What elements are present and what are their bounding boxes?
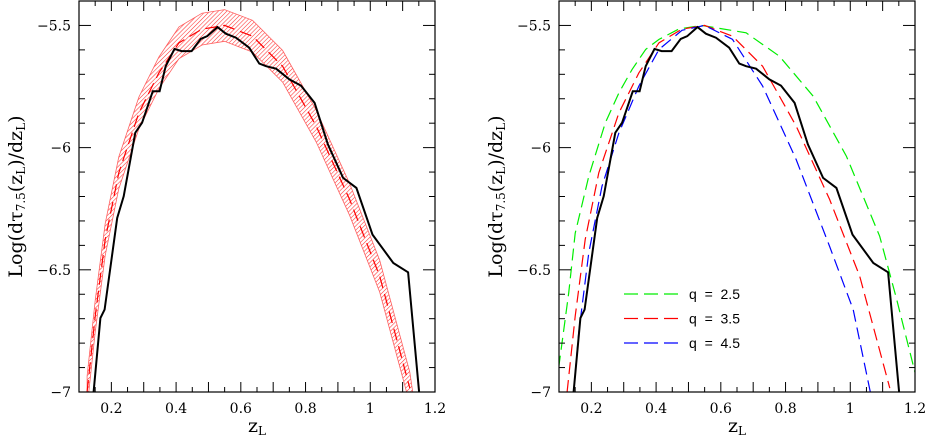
x-axis-label: zL — [728, 415, 746, 438]
y-tick-label: −6 — [530, 141, 551, 157]
subscript: L — [738, 424, 746, 438]
x-tick-label: 0.4 — [645, 401, 667, 417]
right-panel: 0.2 0.4 0.6 0.8 1 1.2−5.5−6−6.5−7zLLog(dτ7.5(… — [485, 0, 926, 438]
y-tick-label: −6.5 — [517, 263, 551, 279]
legend: q = 2.5 q = 3.5 q = 4.5 — [624, 286, 740, 351]
x-tick-label: 1 — [366, 401, 375, 417]
label-part: Log(dτ — [5, 211, 27, 277]
label-part: ) — [485, 115, 507, 122]
legend-label: q = 4.5 — [689, 335, 740, 351]
legend-label: q = 2.5 — [689, 286, 740, 302]
y-tick-label: −6 — [50, 141, 71, 157]
plot-area — [86, 9, 421, 392]
subscript: L — [494, 123, 508, 131]
x-tick-label: 0.4 — [165, 401, 187, 417]
model-line — [86, 24, 411, 392]
subscript: 7.5 — [14, 192, 28, 211]
x-tick-label: 0.8 — [774, 401, 796, 417]
x-tick-label: 1.2 — [904, 401, 926, 417]
subscript: L — [14, 167, 28, 175]
uncertainty-band — [86, 9, 414, 392]
x-tick-label: 0.6 — [710, 401, 732, 417]
y-tick-label: −7 — [50, 385, 71, 401]
model-line — [573, 24, 871, 392]
left-panel: 0.2 0.4 0.6 0.8 1 1.2−5.5−6−6.5−7zLLog(dτ7.5(… — [5, 0, 446, 438]
y-tick-label: −5.5 — [37, 18, 71, 34]
subscript: L — [14, 123, 28, 131]
y-axis-label: Log(dτ7.5(zL)/dzL) — [485, 115, 508, 277]
data-line — [92, 25, 421, 392]
label-part: z — [248, 415, 258, 437]
legend-item: q = 4.5 — [624, 335, 740, 351]
x-tick-label: 1 — [846, 401, 855, 417]
label-part: z — [728, 415, 738, 437]
plot-area — [559, 24, 915, 392]
x-tick-label: 0.8 — [294, 401, 316, 417]
legend-label: q = 3.5 — [689, 311, 740, 327]
x-tick-label: 1.2 — [424, 401, 446, 417]
subscript: L — [258, 424, 266, 438]
y-tick-label: −5.5 — [517, 18, 551, 34]
x-tick-label: 0.2 — [580, 401, 602, 417]
label-part: ) — [5, 115, 27, 122]
y-tick-label: −7 — [530, 385, 551, 401]
data-line — [572, 25, 901, 392]
legend-item: q = 2.5 — [624, 286, 740, 302]
label-part: )/dz — [5, 131, 27, 167]
label-part: (z — [485, 175, 507, 192]
y-axis-label: Log(dτ7.5(zL)/dzL) — [5, 115, 28, 277]
x-axis-label: zL — [248, 415, 266, 438]
subscript: L — [494, 167, 508, 175]
model-line — [559, 24, 915, 373]
label-part: )/dz — [485, 131, 507, 167]
legend-item: q = 3.5 — [624, 311, 740, 327]
x-tick-label: 0.6 — [230, 401, 252, 417]
label-part: Log(dτ — [485, 211, 507, 277]
y-tick-label: −6.5 — [37, 263, 71, 279]
label-part: (z — [5, 175, 27, 192]
subscript: 7.5 — [494, 192, 508, 211]
x-tick-label: 0.2 — [100, 401, 122, 417]
